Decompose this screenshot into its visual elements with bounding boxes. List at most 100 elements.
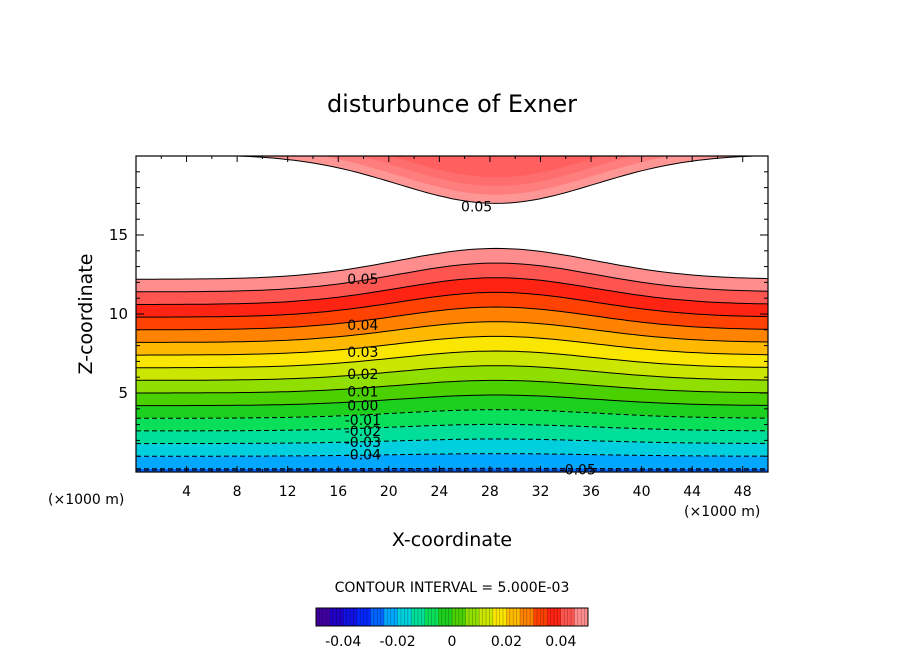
contour-label: 0.02 bbox=[347, 367, 378, 383]
contour-line bbox=[136, 365, 768, 381]
x-tick-label: 28 bbox=[481, 484, 499, 500]
contour-interval-text: CONTOUR INTERVAL = 5.000E-03 bbox=[335, 580, 570, 596]
y-tick-label: 5 bbox=[118, 384, 128, 402]
contour-band bbox=[136, 409, 768, 431]
contour-label: 0.01 bbox=[347, 384, 378, 400]
x-tick-label: 12 bbox=[279, 484, 297, 500]
contour-line bbox=[136, 394, 768, 407]
x-tick-label: 40 bbox=[633, 484, 651, 500]
colorbar-cell bbox=[560, 608, 575, 626]
x-tick-label: 24 bbox=[430, 484, 448, 500]
contour-label: 0.04 bbox=[347, 318, 378, 334]
contour-label: 0.05 bbox=[461, 200, 492, 216]
colorbar-cell bbox=[479, 608, 494, 626]
contour-band bbox=[136, 277, 768, 318]
contour-label: -0.04 bbox=[345, 448, 381, 464]
contour-labels: 0.050.050.040.030.020.010.00-0.01-0.02-0… bbox=[345, 200, 596, 479]
contour-line bbox=[136, 519, 768, 527]
contour-band-upper bbox=[136, 156, 768, 178]
contour-band bbox=[136, 395, 768, 419]
contour-lines bbox=[136, 156, 768, 527]
contour-band bbox=[136, 507, 768, 527]
colorbar-cell bbox=[343, 608, 358, 626]
colorbar-cell bbox=[547, 608, 562, 626]
colorbar-tick-label: -0.04 bbox=[325, 634, 361, 650]
contour-line bbox=[136, 306, 768, 331]
contour-label: -0.02 bbox=[345, 424, 381, 440]
contour-band bbox=[136, 248, 768, 292]
contour-label: 0.00 bbox=[347, 399, 378, 415]
colorbar-tick-label: -0.02 bbox=[379, 634, 415, 650]
contour-line bbox=[136, 494, 768, 498]
x-axis-ticks: 4 8 12 16 20 24 28 32 36 40 44 48 bbox=[160, 156, 752, 500]
x-tick-label: 4 bbox=[182, 484, 191, 500]
contour-band bbox=[136, 472, 768, 527]
x-tick-label: 36 bbox=[582, 484, 600, 500]
colorbar bbox=[315, 607, 589, 627]
y-axis-label: Z-coordinate bbox=[75, 254, 97, 375]
contour-label: -0.01 bbox=[345, 413, 381, 429]
contour-band bbox=[136, 494, 768, 512]
contour-band bbox=[136, 439, 768, 457]
contour-line bbox=[136, 262, 768, 293]
y-axis-ticks: 5 10 15 bbox=[109, 171, 768, 457]
contour-band bbox=[136, 263, 768, 305]
colorbar-tick-labels: -0.04 -0.02 0 0.02 0.04 bbox=[325, 634, 576, 650]
contour-line bbox=[136, 321, 768, 343]
y-tick-label: 15 bbox=[109, 226, 128, 244]
contour-label: -0.03 bbox=[345, 435, 381, 451]
colorbar-cell bbox=[438, 608, 453, 626]
contour-band bbox=[136, 292, 768, 330]
y-tick-label: 10 bbox=[109, 305, 128, 323]
contour-line bbox=[136, 453, 768, 457]
colorbar-cell bbox=[452, 608, 466, 626]
colorbar-cell bbox=[424, 608, 439, 626]
colorbar-cell bbox=[520, 608, 534, 626]
x-tick-label: 16 bbox=[329, 484, 347, 500]
contour-band bbox=[136, 482, 768, 498]
colorbar-cell bbox=[370, 608, 385, 626]
colorbar-cell bbox=[574, 608, 589, 626]
x-unit-right: (×1000 m) bbox=[684, 504, 760, 520]
contour-line bbox=[136, 247, 768, 280]
colorbar-tick-label: 0.04 bbox=[545, 634, 576, 650]
contour-line bbox=[136, 423, 768, 432]
colorbar-tick-label: 0.02 bbox=[491, 634, 522, 650]
colorbar-tick-label: 0 bbox=[448, 634, 457, 650]
contour-label: 0.05 bbox=[347, 272, 378, 288]
x-unit-left: (×1000 m) bbox=[48, 492, 124, 508]
contour-band bbox=[136, 321, 768, 356]
contour-line bbox=[136, 291, 768, 318]
contour-band bbox=[136, 453, 768, 469]
colorbar-cell bbox=[492, 608, 507, 626]
contour-line bbox=[136, 482, 768, 484]
colorbar-cell bbox=[329, 608, 344, 626]
contour-line bbox=[136, 335, 768, 356]
colorbar-cell bbox=[356, 608, 371, 626]
contour-line bbox=[136, 350, 768, 369]
x-tick-label: 44 bbox=[683, 484, 701, 500]
x-tick-label: 20 bbox=[380, 484, 398, 500]
colorbar-frame bbox=[315, 607, 589, 627]
x-tick-label: 8 bbox=[233, 484, 242, 500]
colorbar-cell bbox=[397, 608, 412, 626]
contour-label: -0.05 bbox=[560, 463, 596, 479]
contour-band bbox=[136, 336, 768, 368]
contour-label: 0.03 bbox=[347, 345, 378, 361]
chart-title: disturbunce of Exner bbox=[327, 90, 577, 118]
x-tick-label: 48 bbox=[734, 484, 752, 500]
contour-band bbox=[136, 424, 768, 444]
contour-line bbox=[136, 409, 768, 419]
contour-line bbox=[136, 467, 768, 470]
contour-band bbox=[136, 351, 768, 381]
colorbar-cell bbox=[465, 608, 480, 626]
contour-line bbox=[136, 438, 768, 445]
x-axis-label: X-coordinate bbox=[392, 529, 512, 551]
colorbar-cell bbox=[411, 608, 426, 626]
contour-line bbox=[136, 277, 768, 305]
contour-line bbox=[136, 379, 768, 394]
colorbar-cell bbox=[533, 608, 548, 626]
contour-band bbox=[136, 307, 768, 343]
colorbar-cell bbox=[506, 608, 521, 626]
